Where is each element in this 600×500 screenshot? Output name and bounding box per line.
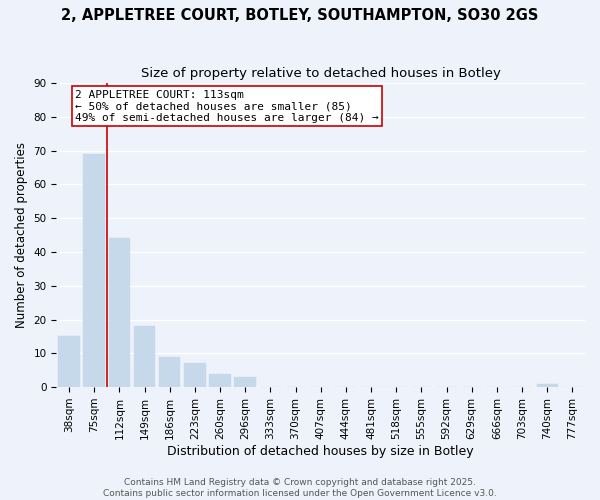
X-axis label: Distribution of detached houses by size in Botley: Distribution of detached houses by size … xyxy=(167,444,474,458)
Bar xyxy=(536,384,558,387)
Text: Contains HM Land Registry data © Crown copyright and database right 2025.
Contai: Contains HM Land Registry data © Crown c… xyxy=(103,478,497,498)
Text: 2, APPLETREE COURT, BOTLEY, SOUTHAMPTON, SO30 2GS: 2, APPLETREE COURT, BOTLEY, SOUTHAMPTON,… xyxy=(61,8,539,22)
Title: Size of property relative to detached houses in Botley: Size of property relative to detached ho… xyxy=(141,68,500,80)
Text: 2 APPLETREE COURT: 113sqm
← 50% of detached houses are smaller (85)
49% of semi-: 2 APPLETREE COURT: 113sqm ← 50% of detac… xyxy=(75,90,379,123)
Bar xyxy=(209,374,231,387)
Bar xyxy=(58,336,80,387)
Bar xyxy=(159,356,181,387)
Bar xyxy=(83,154,105,387)
Y-axis label: Number of detached properties: Number of detached properties xyxy=(15,142,28,328)
Bar xyxy=(109,238,130,387)
Bar xyxy=(134,326,155,387)
Bar xyxy=(184,364,206,387)
Bar xyxy=(235,377,256,387)
